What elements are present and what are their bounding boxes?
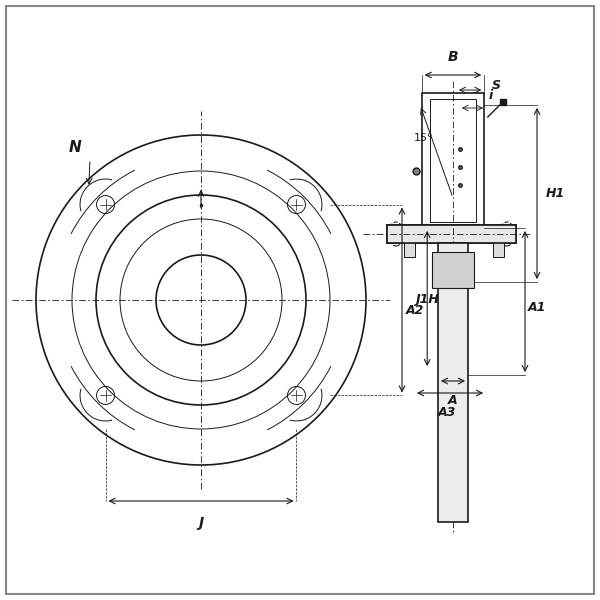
- Text: A: A: [448, 394, 458, 407]
- Bar: [387, 225, 516, 243]
- Text: B: B: [448, 50, 458, 64]
- Text: A1: A1: [528, 301, 547, 314]
- Text: J1H: J1H: [415, 293, 439, 307]
- Text: 15°: 15°: [414, 133, 433, 143]
- Text: H1: H1: [546, 187, 565, 200]
- Bar: [422, 93, 484, 228]
- Bar: [387, 225, 516, 243]
- Text: A2: A2: [406, 304, 424, 317]
- Bar: [438, 243, 468, 522]
- Text: S: S: [491, 79, 500, 92]
- Bar: [432, 252, 474, 288]
- Bar: [404, 226, 415, 257]
- Text: i: i: [489, 89, 493, 102]
- Text: N: N: [68, 139, 82, 154]
- Bar: [430, 99, 476, 222]
- Text: A3: A3: [438, 406, 456, 419]
- Bar: [493, 226, 504, 257]
- Text: J: J: [199, 516, 203, 530]
